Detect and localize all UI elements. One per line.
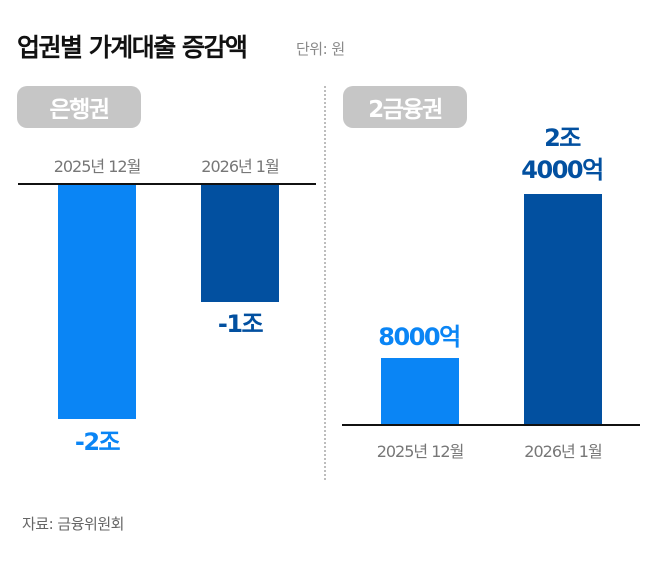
bank-bar-jan[interactable]: [201, 185, 279, 302]
unit-label: 단위: 원: [296, 40, 345, 58]
second-axis: [342, 424, 640, 426]
bank-value-dec: -2조: [74, 428, 121, 456]
second-category-jan: 2026년 1월: [524, 442, 602, 461]
second-value-jan-line2: 4000억: [521, 156, 604, 184]
second-bar-jan[interactable]: [524, 194, 602, 424]
second-tier-badge: 2금융권: [343, 86, 467, 128]
bank-category-dec: 2025년 12월: [53, 157, 142, 176]
second-value-jan-line1: 2조: [544, 124, 581, 152]
panel-divider: [324, 86, 326, 480]
bank-value-jan: -1조: [217, 310, 264, 338]
bank-axis: [18, 183, 316, 185]
second-bar-dec[interactable]: [381, 358, 459, 424]
source-note: 자료: 금융위원회: [22, 515, 124, 533]
second-category-dec: 2025년 12월: [376, 442, 465, 461]
chart-title: 업권별 가계대출 증감액: [17, 33, 248, 62]
bank-bar-dec[interactable]: [58, 185, 136, 419]
second-value-dec: 8000억: [378, 323, 461, 351]
bank-category-jan: 2026년 1월: [201, 157, 279, 176]
bank-badge: 은행권: [17, 86, 141, 128]
